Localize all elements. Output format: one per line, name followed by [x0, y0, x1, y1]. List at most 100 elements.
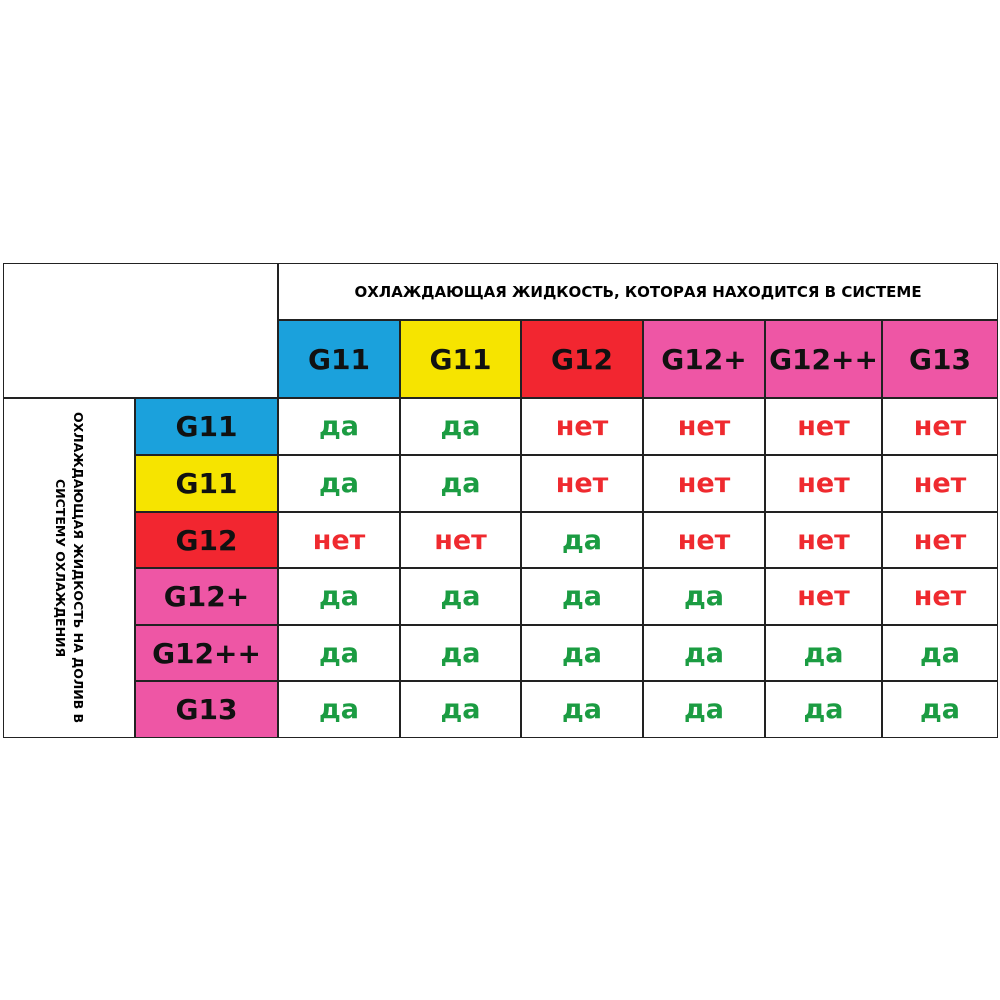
table-cell-text: нет: [913, 581, 967, 612]
table-cell: нет: [278, 512, 400, 568]
table-cell: нет: [643, 512, 765, 568]
table-cell: нет: [882, 455, 998, 512]
table-cell-text: да: [440, 694, 481, 725]
table-cell: да: [400, 455, 521, 512]
table-cell-text: нет: [913, 411, 967, 442]
column-label-text: G12: [551, 342, 613, 376]
table-cell-text: да: [318, 411, 360, 442]
table-cell-text: да: [318, 637, 360, 669]
table-cell-text: да: [683, 637, 725, 669]
row-label: G12: [135, 512, 278, 568]
row-header: ОХЛАЖДАЮЩАЯ ЖИДКОСТЬ НА ДОЛИВ В СИСТЕМУ …: [3, 398, 135, 738]
corner: [3, 263, 278, 398]
column-label-text: G13: [909, 342, 971, 376]
row-label: G11: [135, 455, 278, 512]
column-label-text: G11: [308, 342, 370, 376]
table-cell-text: нет: [677, 411, 731, 442]
row-label: G11: [135, 398, 278, 455]
table-cell-text: да: [561, 637, 603, 669]
row-label-text: G11: [175, 467, 238, 500]
table-cell: нет: [765, 512, 882, 568]
table-cell-text: да: [683, 581, 725, 612]
table-cell-text: да: [803, 694, 844, 725]
table-cell: да: [643, 625, 765, 681]
column-label: G11: [278, 320, 400, 398]
column-label: G12+: [643, 320, 765, 398]
table-cell: нет: [400, 512, 521, 568]
table-cell: да: [278, 568, 400, 625]
table-cell-text: да: [440, 581, 481, 612]
table-cell-text: да: [919, 637, 961, 669]
table-cell: нет: [521, 455, 643, 512]
row-label-text: G12: [175, 523, 238, 557]
table-cell-text: нет: [797, 581, 850, 612]
table-cell: нет: [765, 568, 882, 625]
table-cell-text: нет: [555, 411, 609, 442]
table-cell: нет: [765, 455, 882, 512]
column-label: G12: [521, 320, 643, 398]
table-cell-text: да: [561, 581, 603, 612]
table-cell: нет: [765, 398, 882, 455]
table-cell: нет: [882, 512, 998, 568]
table-cell-text: да: [318, 468, 360, 499]
column-label-text: G12+: [661, 342, 747, 376]
table-cell: нет: [521, 398, 643, 455]
table-cell: да: [400, 398, 521, 455]
table-cell: да: [400, 681, 521, 738]
table-cell-text: да: [803, 637, 844, 669]
column-label: G13: [882, 320, 998, 398]
table-cell: да: [400, 568, 521, 625]
table-cell-text: да: [561, 694, 603, 725]
table-cell-text: нет: [797, 411, 850, 442]
table-cell: да: [521, 625, 643, 681]
table-cell-text: да: [440, 637, 481, 669]
table-cell-text: да: [683, 694, 725, 725]
table-cell: нет: [882, 568, 998, 625]
table-cell-text: нет: [555, 468, 609, 499]
table-cell-text: да: [318, 694, 360, 725]
table-cell: да: [643, 568, 765, 625]
table-cell-text: нет: [797, 524, 850, 556]
column-label-text: G11: [429, 342, 492, 376]
table-cell: да: [278, 681, 400, 738]
table-cell-text: нет: [312, 524, 366, 556]
table-cell: да: [882, 681, 998, 738]
table-cell: да: [765, 681, 882, 738]
table-cell: да: [278, 398, 400, 455]
table-cell: да: [400, 625, 521, 681]
table-cell: да: [643, 681, 765, 738]
row-label-text: G13: [175, 693, 238, 726]
table-cell-text: да: [440, 411, 481, 442]
table-cell-text: нет: [677, 468, 731, 499]
row-label: G12++: [135, 625, 278, 681]
row-label-text: G12+: [163, 580, 250, 613]
table-cell-text: да: [440, 468, 481, 499]
column-header-text: ОХЛАЖДАЮЩАЯ ЖИДКОСТЬ, КОТОРАЯ НАХОДИТСЯ …: [354, 282, 922, 301]
table-cell: да: [521, 512, 643, 568]
table-cell-text: да: [561, 524, 603, 556]
table-cell-text: нет: [434, 524, 487, 556]
row-label: G12+: [135, 568, 278, 625]
column-label-text: G12++: [769, 342, 878, 376]
table-cell-text: нет: [677, 524, 731, 556]
table-cell: да: [765, 625, 882, 681]
row-header-text: ОХЛАЖДАЮЩАЯ ЖИДКОСТЬ НА ДОЛИВ В СИСТЕМУ …: [53, 412, 86, 724]
table-cell: да: [521, 681, 643, 738]
table-cell: да: [278, 625, 400, 681]
table-cell: нет: [882, 398, 998, 455]
table-cell: да: [278, 455, 400, 512]
table-cell-text: да: [318, 581, 360, 612]
table-cell: нет: [643, 398, 765, 455]
table-cell-text: нет: [913, 524, 967, 556]
table-cell-text: нет: [797, 468, 850, 499]
table-cell: нет: [643, 455, 765, 512]
row-label: G13: [135, 681, 278, 738]
table-cell: да: [521, 568, 643, 625]
table-cell-text: да: [919, 694, 961, 725]
row-label-text: G11: [175, 410, 238, 443]
column-header: ОХЛАЖДАЮЩАЯ ЖИДКОСТЬ, КОТОРАЯ НАХОДИТСЯ …: [278, 263, 998, 320]
table-cell: да: [882, 625, 998, 681]
column-label: G11: [400, 320, 521, 398]
table-cell-text: нет: [913, 468, 967, 499]
